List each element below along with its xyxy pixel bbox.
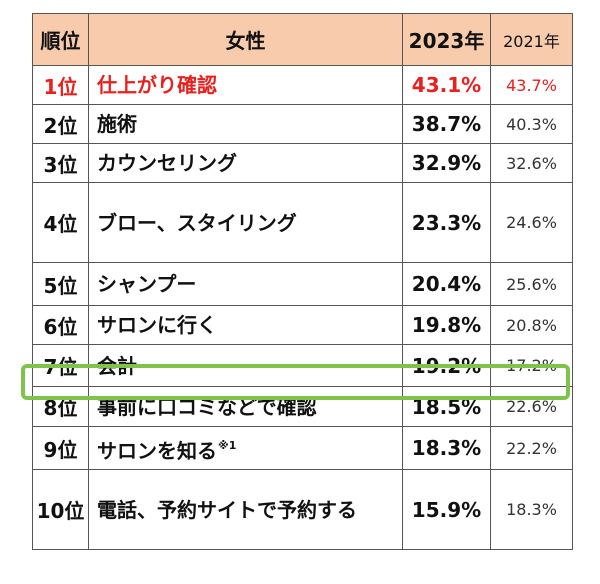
header-row: 順位 女性 2023年 2021年	[32, 13, 573, 66]
item-cell: サロンに行く	[88, 305, 403, 345]
footnote-mark: ※1	[218, 438, 237, 452]
item-cell: ブロー、スタイリング	[88, 182, 403, 263]
rank-cell: 1位	[32, 65, 89, 105]
value-2021-cell: 25.6%	[490, 262, 573, 306]
value-2023-cell: 15.9%	[402, 469, 491, 550]
rank-cell: 2位	[32, 104, 89, 144]
value-2023-cell: 32.9%	[402, 143, 491, 183]
table-row: 2位 施術 38.7% 40.3%	[32, 104, 573, 144]
value-2021-cell: 24.6%	[490, 182, 573, 263]
item-text: ブロー、スタイリング	[97, 210, 297, 235]
item-text: カウンセリング	[97, 151, 237, 175]
item-cell: サロンを知る※1	[88, 426, 403, 470]
item-cell: 仕上がり確認	[88, 65, 403, 105]
table-row: 4位 ブロー、スタイリング 23.3% 24.6%	[32, 182, 573, 263]
item-text: 施術	[97, 112, 137, 136]
rank-cell: 5位	[32, 262, 89, 306]
item-text: サロンに行く	[97, 313, 217, 337]
value-2023-cell: 20.4%	[402, 262, 491, 306]
table-row: 1位 仕上がり確認 43.1% 43.7%	[32, 65, 573, 105]
value-2023-cell: 19.8%	[402, 305, 491, 345]
value-2023-cell: 18.5%	[402, 386, 491, 427]
header-item: 女性	[88, 13, 403, 66]
value-2021-cell: 20.8%	[490, 305, 573, 345]
header-2021: 2021年	[490, 13, 573, 66]
value-2021-cell: 32.6%	[490, 143, 573, 183]
table-row: 6位 サロンに行く 19.8% 20.8%	[32, 305, 573, 345]
table-row: 5位 シャンプー 20.4% 25.6%	[32, 262, 573, 306]
value-2023-cell: 43.1%	[402, 65, 491, 105]
highlight-frame	[21, 364, 570, 400]
table-row: 9位 サロンを知る※1 18.3% 22.2%	[32, 426, 573, 470]
value-2023-cell: 23.3%	[402, 182, 491, 263]
item-cell: 電話、予約サイトで予約する	[88, 469, 403, 550]
header-2023: 2023年	[402, 13, 491, 66]
rank-cell: 4位	[32, 182, 89, 263]
value-2021-cell: 40.3%	[490, 104, 573, 144]
value-2021-cell: 43.7%	[490, 65, 573, 105]
value-2021-cell: 22.2%	[490, 426, 573, 470]
header-rank: 順位	[32, 13, 89, 66]
value-2023-cell: 18.3%	[402, 426, 491, 470]
item-text: サロンを知る	[97, 438, 217, 463]
item-cell: シャンプー	[88, 262, 403, 306]
value-2021-cell: 18.3%	[490, 469, 573, 550]
item-text: シャンプー	[97, 272, 197, 296]
value-2023-cell: 38.7%	[402, 104, 491, 144]
item-text: 電話、予約サイトで予約する	[97, 497, 357, 522]
table-row: 10位 電話、予約サイトで予約する 15.9% 18.3%	[32, 469, 573, 550]
rank-cell: 6位	[32, 305, 89, 345]
table-row: 3位 カウンセリング 32.9% 32.6%	[32, 143, 573, 183]
rank-cell: 9位	[32, 426, 89, 470]
ranking-table: 順位 女性 2023年 2021年 1位 仕上がり確認 43.1% 43.7% …	[32, 13, 573, 550]
rank-cell: 3位	[32, 143, 89, 183]
item-text: 仕上がり確認	[97, 73, 217, 97]
item-cell: カウンセリング	[88, 143, 403, 183]
value-2021-cell: 22.6%	[490, 386, 573, 427]
item-cell: 施術	[88, 104, 403, 144]
rank-cell: 10位	[32, 469, 89, 550]
